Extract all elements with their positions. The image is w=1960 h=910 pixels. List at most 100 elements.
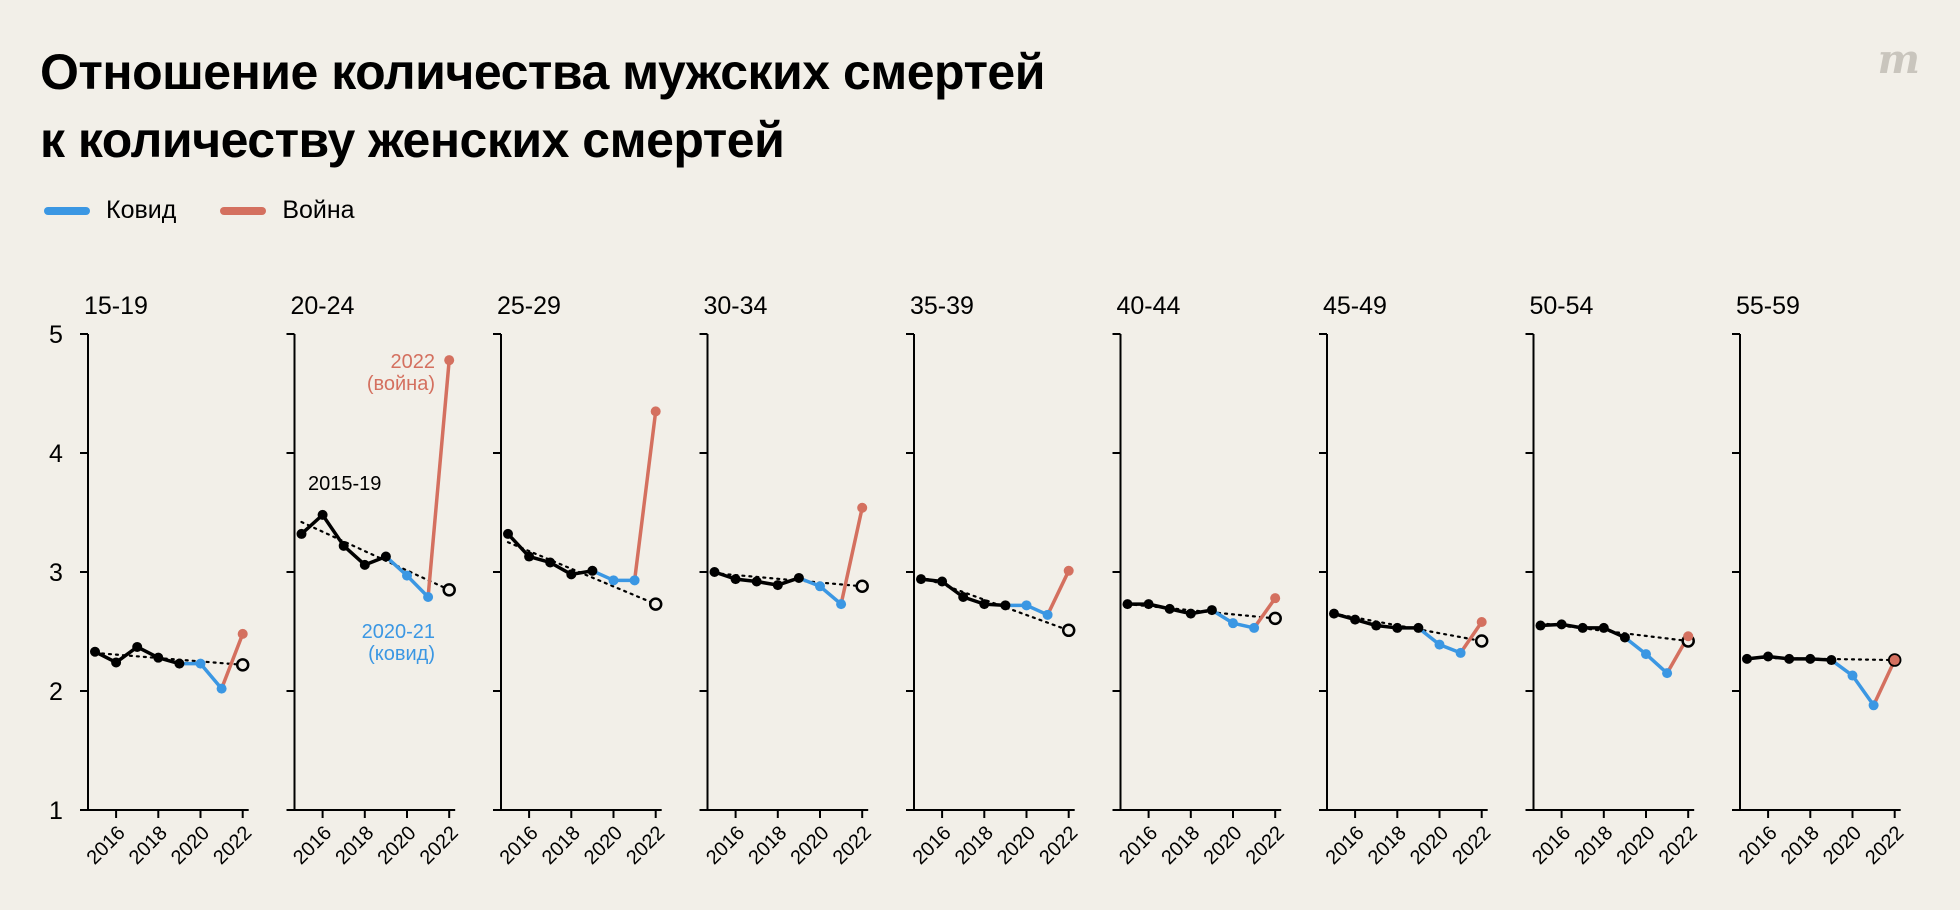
chart-title-line-2: к количеству женских смертей (40, 112, 785, 168)
baseline-point (132, 641, 143, 652)
trend-line (1332, 612, 1483, 643)
baseline-point (1371, 620, 1382, 631)
y-tick-label: 5 (49, 321, 63, 349)
x-tick-label: 2018 (1157, 822, 1204, 869)
legend-item-covid: Ковид (44, 196, 176, 225)
x-tick-label: 2016 (1115, 822, 1162, 869)
covid-point (836, 599, 847, 610)
baseline-point (1164, 603, 1175, 614)
baseline-point (937, 576, 948, 587)
chart-title-line-1: Отношение количества мужских смертей (40, 44, 1045, 100)
expected-2022-point (1061, 623, 1076, 638)
annotation-baseline: 2015-19 (308, 473, 381, 495)
y-tick-label: 1 (49, 797, 63, 825)
x-tick-label: 2020 (374, 822, 421, 869)
expected-2022-point (1474, 634, 1489, 648)
x-tick-label: 2016 (83, 822, 130, 869)
covid-point (195, 658, 206, 669)
legend-label-covid: Ковид (106, 196, 177, 224)
covid-point (1249, 622, 1260, 633)
baseline-point (587, 565, 598, 576)
baseline-point (296, 528, 307, 539)
x-tick-label: 2018 (744, 822, 791, 869)
war-series-line (1459, 620, 1484, 654)
x-tick-label: 2016 (496, 822, 543, 869)
annotation-war-label: (война) (367, 373, 435, 395)
baseline-point (359, 559, 370, 570)
x-tick-label: 2020 (787, 822, 834, 869)
war-point (857, 502, 868, 513)
x-tick-label: 2016 (1322, 822, 1369, 869)
y-tick-label: 2 (49, 678, 63, 706)
war-series-line (426, 360, 451, 598)
x-tick-label: 2016 (1528, 822, 1575, 869)
x-tick-label: 2018 (331, 822, 378, 869)
panel-20-24: 201620182020202220-242015-192022(война)2… (286, 292, 463, 869)
baseline-point (1535, 620, 1546, 631)
panel-label: 50-54 (1530, 292, 1594, 320)
covid-point (402, 570, 412, 581)
covid-point (1868, 700, 1879, 711)
war-series-line (1872, 659, 1897, 707)
war-series-line (1252, 597, 1277, 629)
baseline-point (1598, 622, 1609, 633)
expected-2022-point (235, 658, 250, 672)
baseline-point (566, 569, 577, 580)
war-point (1063, 565, 1074, 576)
war-point (1270, 593, 1281, 604)
panel-label: 20-24 (291, 292, 355, 320)
x-tick-label: 2018 (1777, 822, 1824, 869)
x-tick-label: 2020 (167, 822, 214, 869)
legend-label-war: Война (282, 196, 355, 224)
baseline-point (1392, 622, 1403, 633)
war-series-line (219, 633, 245, 690)
baseline-point (1784, 653, 1795, 664)
baseline-point (90, 646, 100, 657)
war-point (650, 406, 661, 417)
x-tick-label: 2016 (909, 822, 956, 869)
panel-label: 55-59 (1736, 292, 1800, 320)
baseline-point (1805, 653, 1816, 664)
baseline-point (317, 509, 328, 520)
baseline-point (380, 551, 391, 562)
y-tick-label: 3 (49, 559, 63, 587)
baseline-point (503, 528, 513, 539)
x-tick-label: 2020 (1613, 822, 1660, 869)
covid-point (1455, 647, 1466, 658)
covid-point (1662, 668, 1673, 679)
x-tick-label: 2022 (1861, 822, 1908, 869)
baseline-point (772, 580, 783, 591)
baseline-point (1350, 614, 1361, 625)
panel-label: 35-39 (910, 292, 974, 320)
covid-point (1042, 609, 1053, 620)
baseline-point (709, 567, 720, 577)
baseline-point (524, 551, 535, 562)
expected-2022-point (442, 583, 456, 597)
baseline-series-line (506, 532, 593, 577)
x-tick-label: 2022 (1448, 822, 1495, 869)
baseline-point (338, 540, 349, 551)
baseline-point (793, 572, 804, 583)
war-series-line (1046, 570, 1071, 616)
baseline-point (1763, 651, 1774, 662)
x-tick-label: 2016 (702, 822, 749, 869)
x-tick-label: 2022 (1655, 822, 1702, 869)
covid-point (608, 575, 619, 586)
y-tick-label: 4 (49, 440, 63, 468)
war-point (444, 355, 455, 366)
baseline-point (1556, 619, 1567, 630)
x-tick-label: 2020 (1200, 822, 1247, 869)
x-tick-label: 2018 (125, 822, 172, 869)
war-point (237, 628, 248, 639)
expected-2022-point (855, 579, 869, 594)
x-tick-label: 2020 (993, 822, 1040, 869)
covid-point (1847, 670, 1858, 681)
legend: Ковид Война (44, 196, 399, 225)
panel-label: 40-44 (1117, 292, 1181, 320)
annotation-covid-label: (ковид) (368, 643, 435, 665)
covid-point (216, 683, 227, 694)
x-tick-label: 2022 (209, 822, 256, 869)
